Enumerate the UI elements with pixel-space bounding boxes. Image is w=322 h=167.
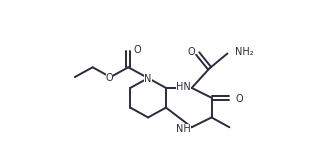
Text: O: O xyxy=(133,45,141,55)
Text: O: O xyxy=(235,94,243,104)
Text: NH: NH xyxy=(176,124,191,134)
Text: O: O xyxy=(106,73,113,83)
Text: HN: HN xyxy=(176,82,191,92)
Text: O: O xyxy=(187,47,195,57)
Text: N: N xyxy=(145,74,152,84)
Text: NH₂: NH₂ xyxy=(235,47,254,57)
